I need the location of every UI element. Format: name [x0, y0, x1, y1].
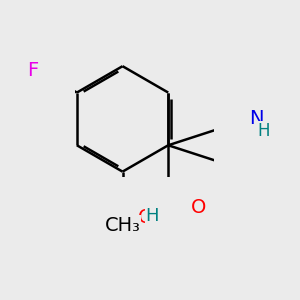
- Text: H: H: [257, 122, 269, 140]
- Text: H: H: [146, 207, 159, 225]
- Text: CH₃: CH₃: [105, 217, 140, 236]
- Text: O: O: [138, 208, 153, 226]
- Text: N: N: [249, 110, 264, 128]
- Text: F: F: [27, 61, 38, 80]
- Text: O: O: [191, 198, 206, 217]
